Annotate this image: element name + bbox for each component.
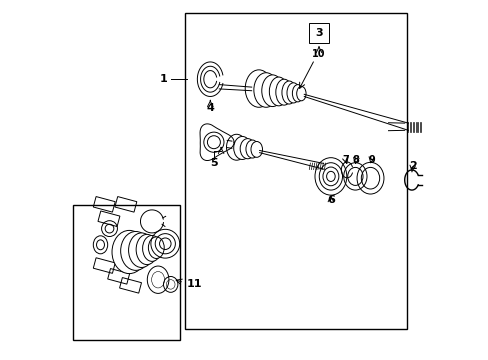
Ellipse shape	[296, 86, 305, 101]
Text: 1: 1	[159, 74, 167, 84]
Ellipse shape	[244, 70, 272, 107]
Ellipse shape	[112, 230, 146, 274]
Ellipse shape	[142, 235, 161, 261]
Ellipse shape	[275, 79, 292, 105]
Bar	[73, 205, 179, 340]
Ellipse shape	[253, 73, 278, 107]
Text: 10: 10	[312, 49, 325, 59]
Text: 6: 6	[326, 195, 334, 205]
Text: 8: 8	[352, 155, 359, 165]
Text: 2: 2	[408, 161, 416, 171]
Ellipse shape	[286, 83, 299, 103]
Ellipse shape	[250, 141, 262, 157]
Ellipse shape	[128, 233, 154, 267]
Ellipse shape	[226, 134, 246, 160]
Ellipse shape	[269, 77, 287, 106]
Text: 9: 9	[367, 155, 374, 165]
Text: 11: 11	[186, 279, 202, 289]
Text: 7: 7	[341, 155, 348, 165]
Ellipse shape	[282, 81, 296, 104]
Ellipse shape	[240, 139, 255, 159]
Ellipse shape	[233, 136, 250, 159]
Ellipse shape	[121, 231, 151, 270]
Bar	[93, 197, 115, 212]
Bar	[309, 23, 328, 43]
Ellipse shape	[148, 237, 164, 258]
Text: 3: 3	[315, 28, 322, 39]
Ellipse shape	[261, 75, 283, 107]
Bar	[185, 13, 406, 329]
Ellipse shape	[136, 234, 158, 265]
Text: 4: 4	[206, 103, 214, 113]
Bar	[98, 211, 120, 226]
Bar	[93, 258, 115, 273]
Ellipse shape	[245, 140, 258, 158]
Text: 5: 5	[210, 158, 217, 168]
Ellipse shape	[292, 85, 303, 102]
Bar	[107, 269, 129, 284]
Bar	[115, 197, 137, 212]
Bar	[120, 278, 141, 293]
